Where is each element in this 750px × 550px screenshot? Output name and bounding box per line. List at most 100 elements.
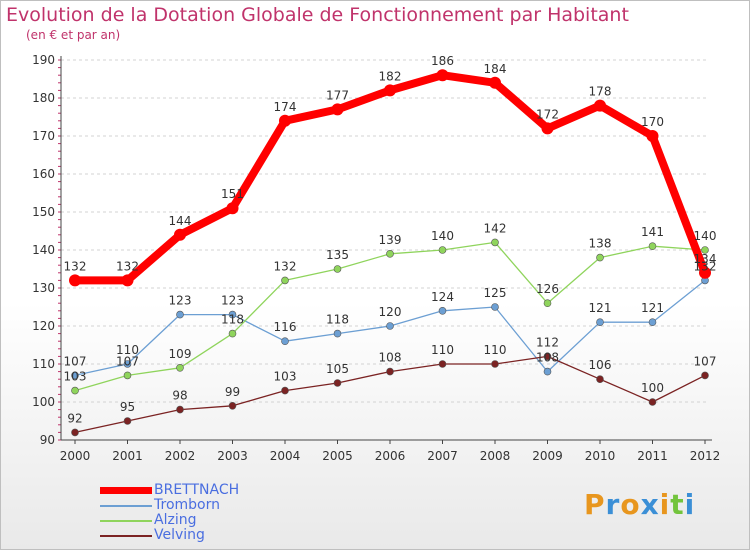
- data-point-alzing[interactable]: [438, 246, 447, 254]
- data-point-tromborn[interactable]: [386, 322, 394, 330]
- data-label-velving: 110: [484, 343, 507, 357]
- data-point-tromborn[interactable]: [71, 371, 79, 380]
- data-point-brettnach[interactable]: [331, 103, 344, 116]
- data-point-tromborn[interactable]: [281, 337, 289, 346]
- proxiti-logo: Proxiti: [584, 488, 695, 521]
- data-point-alzing[interactable]: [176, 363, 184, 372]
- data-point-alzing[interactable]: [386, 250, 394, 258]
- legend-item-alzing[interactable]: Alzing: [100, 512, 300, 530]
- data-point-brettnach[interactable]: [279, 114, 291, 127]
- data-point-velving[interactable]: [648, 398, 657, 406]
- data-point-alzing[interactable]: [543, 299, 552, 308]
- data-point-alzing[interactable]: [333, 265, 342, 273]
- data-label-velving: 98: [172, 389, 187, 403]
- data-point-alzing[interactable]: [71, 386, 79, 395]
- x-tick-label: 2011: [637, 449, 668, 463]
- y-tick-label: 130: [32, 281, 55, 295]
- data-label-tromborn: 107: [64, 354, 87, 368]
- data-point-tromborn[interactable]: [596, 318, 604, 327]
- data-label-velving: 106: [589, 358, 612, 372]
- data-point-brettnach[interactable]: [489, 76, 501, 89]
- data-point-brettnach[interactable]: [699, 266, 711, 279]
- data-label-alzing: 141: [641, 225, 664, 239]
- data-point-tromborn[interactable]: [176, 310, 184, 319]
- data-label-brettnach: 177: [326, 88, 349, 102]
- data-point-brettnach[interactable]: [646, 130, 659, 142]
- data-label-brettnach: 144: [169, 214, 192, 228]
- axes: 90 100 110 120 130 140 150 160 170 180 190 2000 2001…: [32, 53, 720, 463]
- data-point-alzing[interactable]: [281, 276, 289, 285]
- x-tick-label: 2000: [60, 449, 91, 463]
- data-point-velving[interactable]: [543, 352, 552, 361]
- data-point-velving[interactable]: [176, 405, 184, 414]
- data-point-alzing[interactable]: [123, 371, 132, 380]
- data-label-tromborn: 121: [641, 301, 664, 315]
- x-tick-label: 2006: [375, 449, 406, 463]
- data-point-tromborn[interactable]: [438, 306, 447, 315]
- logo-letter: P: [584, 488, 606, 521]
- data-label-alzing: 107: [116, 354, 139, 368]
- data-point-brettnach[interactable]: [174, 228, 186, 241]
- data-label-brettnach: 134: [694, 252, 717, 266]
- data-label-brettnach: 151: [221, 187, 244, 201]
- chart-title: Evolution de la Dotation Globale de Fonc…: [6, 4, 629, 26]
- legend-item-velving[interactable]: Velving: [100, 527, 300, 545]
- data-point-brettnach[interactable]: [594, 99, 606, 112]
- legend-item-brettnach[interactable]: BRETTNACH: [100, 482, 300, 500]
- data-label-alzing: 103: [64, 370, 87, 384]
- data-label-alzing: 135: [326, 248, 349, 262]
- data-point-velving[interactable]: [71, 428, 79, 437]
- y-tick-label: 140: [32, 243, 55, 257]
- x-tick-label: 2005: [322, 449, 353, 463]
- legend-label-tromborn: Tromborn: [154, 497, 220, 513]
- data-point-brettnach[interactable]: [436, 69, 449, 82]
- data-label-tromborn: 124: [431, 290, 454, 304]
- data-label-tromborn: 123: [221, 294, 244, 308]
- data-point-tromborn[interactable]: [543, 367, 552, 376]
- data-label-brettnach: 186: [431, 54, 454, 68]
- data-point-velving[interactable]: [281, 386, 289, 395]
- legend-item-tromborn[interactable]: Tromborn: [100, 497, 300, 515]
- data-point-alzing[interactable]: [228, 329, 237, 338]
- data-point-velving[interactable]: [596, 375, 604, 384]
- legend-label-velving: Velving: [154, 527, 205, 543]
- data-point-tromborn[interactable]: [491, 303, 499, 311]
- y-tick-label: 170: [32, 129, 55, 143]
- data-point-brettnach[interactable]: [541, 122, 554, 135]
- data-point-brettnach[interactable]: [69, 274, 81, 287]
- data-label-tromborn: 116: [274, 320, 297, 334]
- chart-subtitle: (en € et par an): [26, 28, 121, 42]
- data-point-brettnach[interactable]: [121, 274, 134, 287]
- data-point-velving[interactable]: [123, 417, 132, 425]
- legend: BRETTNACH Tromborn Alzing Velving: [100, 482, 300, 545]
- data-point-velving[interactable]: [333, 379, 342, 387]
- legend-swatch-brettnach: [100, 487, 152, 494]
- y-tick-label: 100: [32, 395, 55, 409]
- data-point-tromborn[interactable]: [648, 318, 657, 327]
- data-point-brettnach[interactable]: [384, 84, 396, 97]
- data-point-velving[interactable]: [438, 360, 447, 368]
- data-point-velving[interactable]: [701, 371, 709, 380]
- data-label-velving: 100: [641, 381, 664, 395]
- legend-label-alzing: Alzing: [154, 512, 197, 528]
- data-point-alzing[interactable]: [701, 246, 709, 254]
- data-label-tromborn: 121: [589, 301, 612, 315]
- data-point-velving[interactable]: [386, 367, 394, 376]
- data-point-alzing[interactable]: [648, 242, 657, 250]
- y-tick-label: 90: [40, 433, 55, 447]
- data-label-alzing: 140: [694, 229, 717, 243]
- data-label-alzing: 140: [431, 229, 454, 243]
- data-point-brettnach[interactable]: [226, 202, 239, 215]
- data-point-tromborn[interactable]: [333, 329, 342, 338]
- data-point-alzing[interactable]: [491, 238, 499, 247]
- data-point-tromborn[interactable]: [123, 360, 132, 368]
- data-label-velving: 103: [274, 370, 297, 384]
- x-tick-label: 2010: [585, 449, 616, 463]
- data-point-velving[interactable]: [228, 401, 237, 410]
- x-tick-label: 2008: [480, 449, 511, 463]
- data-point-alzing[interactable]: [596, 253, 604, 262]
- data-point-velving[interactable]: [491, 360, 499, 368]
- data-label-alzing: 138: [589, 237, 612, 251]
- data-point-tromborn[interactable]: [228, 310, 237, 319]
